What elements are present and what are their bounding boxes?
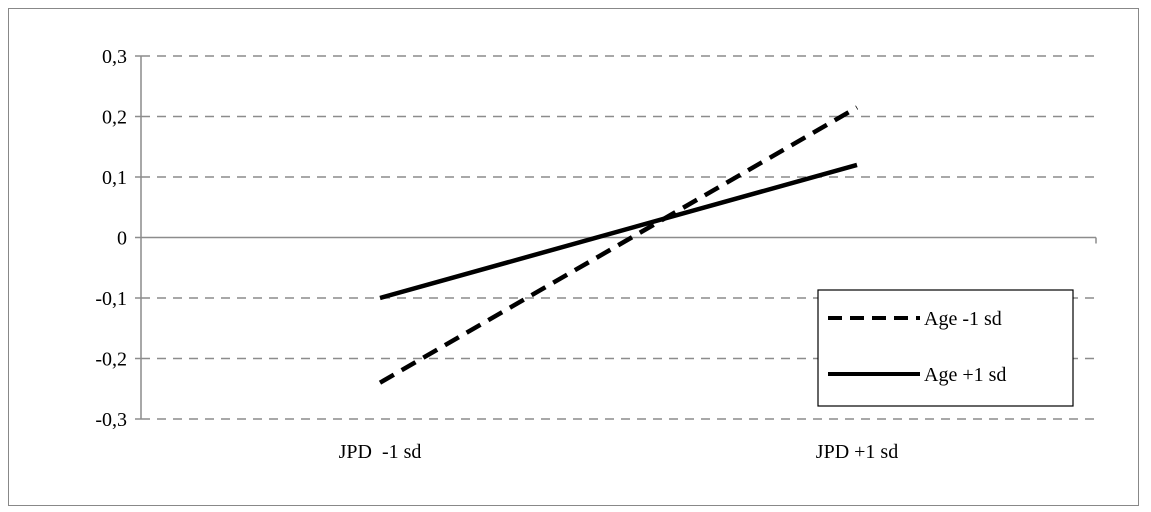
chart-frame (8, 8, 1139, 506)
y-tick-label: -0,2 (95, 349, 127, 371)
y-tick-label: -0,1 (95, 288, 127, 310)
legend-box (817, 289, 1074, 407)
axes (135, 55, 1097, 420)
series-line-age-minus (378, 105, 859, 385)
x-category-label: JPD -1 sd (339, 441, 422, 463)
legend-label-age-minus: Age -1 sd (924, 308, 1002, 330)
y-tick-label: 0,1 (102, 167, 127, 189)
series-line-age-plus (379, 162, 858, 301)
y-tick-label: 0 (117, 228, 127, 250)
y-tick-labels: 0,3 0,2 0,1 0 -0,1 -0,2 -0,3 (95, 46, 127, 431)
x-category-label: JPD +1 sd (816, 441, 898, 463)
y-tick-label: -0,3 (95, 409, 127, 431)
y-tick-label: 0,3 (102, 46, 127, 68)
x-tick-labels: JPD -1 sd JPD +1 sd (339, 441, 899, 463)
y-tick-label: 0,2 (102, 107, 127, 129)
legend-label-age-plus: Age +1 sd (924, 364, 1006, 386)
legend: Age -1 sd Age +1 sd (817, 289, 1074, 407)
series-lines (378, 105, 859, 385)
